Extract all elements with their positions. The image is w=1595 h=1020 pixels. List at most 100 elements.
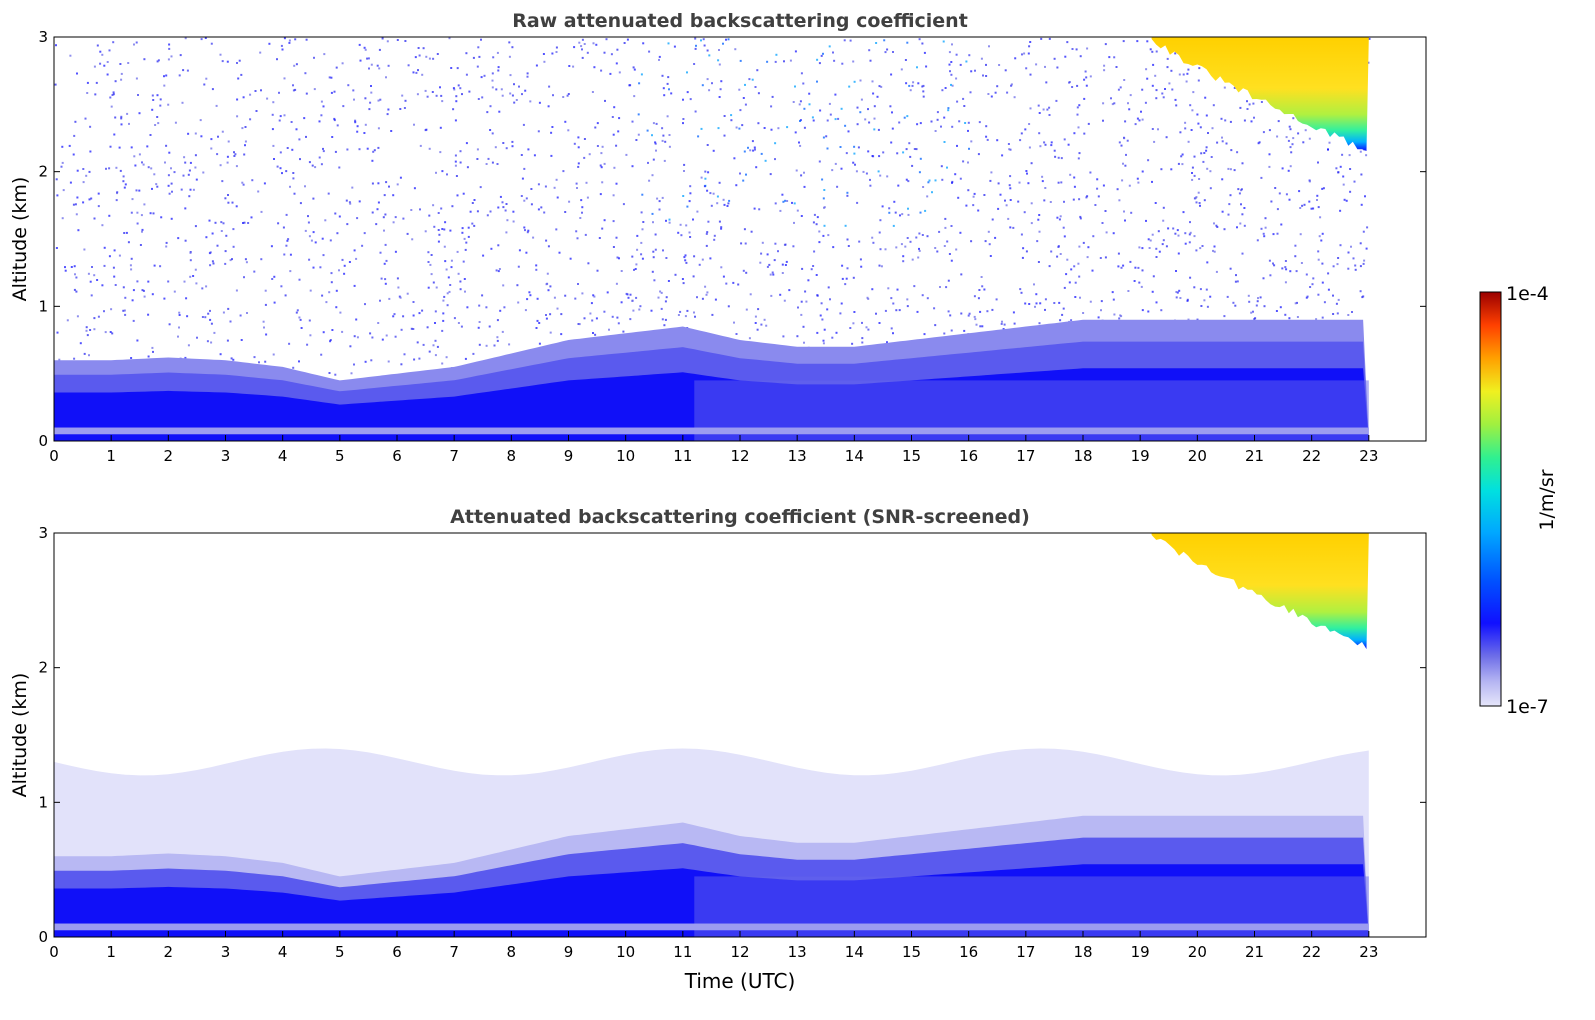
- noise-dot: [732, 281, 735, 284]
- noise-dot: [61, 217, 64, 220]
- noise-dot: [468, 90, 471, 93]
- noise-dot: [211, 232, 214, 235]
- noise-dot: [682, 282, 685, 285]
- noise-dot: [936, 250, 939, 253]
- noise-dot: [523, 167, 526, 170]
- noise-dot: [1274, 187, 1277, 189]
- noise-dot: [124, 183, 127, 186]
- noise-dot: [226, 161, 229, 164]
- noise-dot: [1273, 264, 1276, 267]
- noise-dot: [134, 164, 137, 167]
- noise-dot: [1186, 72, 1189, 75]
- noise-dot: [803, 126, 806, 129]
- noise-dot: [744, 242, 747, 245]
- noise-dot: [679, 310, 682, 313]
- noise-dot: [652, 256, 655, 259]
- noise-dot: [1281, 267, 1284, 270]
- noise-dot: [1179, 297, 1182, 299]
- noise-dot: [1130, 211, 1133, 214]
- noise-dot: [99, 62, 102, 65]
- noise-dot: [518, 249, 521, 252]
- noise-dot: [894, 211, 897, 214]
- noise-dot: [1312, 277, 1315, 280]
- noise-dot: [1054, 155, 1057, 158]
- noise-dot: [871, 80, 874, 83]
- noise-dot: [603, 51, 606, 54]
- noise-dot: [194, 268, 197, 271]
- noise-dot: [232, 245, 235, 248]
- noise-dot: [1076, 84, 1079, 87]
- noise-dot: [404, 99, 407, 102]
- noise-dot: [110, 105, 113, 108]
- noise-dot: [738, 88, 741, 91]
- noise-dot: [1180, 155, 1183, 158]
- noise-dot: [1050, 141, 1053, 144]
- noise-dot: [292, 172, 295, 174]
- noise-dot: [1197, 122, 1200, 125]
- noise-dot: [633, 268, 635, 271]
- noise-dot: [1104, 256, 1107, 259]
- noise-dot: [957, 196, 960, 199]
- noise-dot: [535, 264, 538, 267]
- noise-dot: [523, 199, 526, 202]
- noise-dot: [55, 247, 58, 249]
- noise-dot: [1272, 233, 1275, 236]
- noise-dot: [945, 286, 948, 289]
- noise-dot: [1321, 281, 1324, 284]
- noise-dot: [1158, 250, 1161, 253]
- noise-dot: [379, 98, 382, 101]
- noise-dot: [323, 53, 326, 56]
- noise-dot: [421, 73, 424, 76]
- noise-dot: [610, 53, 613, 56]
- x-tick-label: 20: [1188, 943, 1207, 961]
- noise-dot: [1213, 250, 1216, 253]
- noise-dot: [703, 44, 706, 47]
- noise-dot: [789, 59, 792, 62]
- noise-dot: [1111, 291, 1114, 294]
- noise-dot: [994, 91, 997, 94]
- noise-dot: [488, 325, 491, 328]
- noise-dot: [1359, 242, 1362, 245]
- noise-dot: [131, 198, 134, 201]
- noise-dot: [400, 363, 403, 366]
- noise-dot: [1082, 241, 1085, 244]
- noise-dot: [433, 225, 436, 228]
- noise-dot: [859, 258, 862, 261]
- noise-dot: [346, 223, 349, 226]
- noise-dot: [1073, 265, 1076, 268]
- noise-dot: [1086, 195, 1089, 198]
- noise-dot: [986, 138, 989, 141]
- noise-dot: [482, 254, 485, 257]
- noise-dot: [601, 181, 604, 184]
- noise-dot: [1243, 119, 1246, 122]
- noise-dot: [618, 257, 620, 260]
- noise-dot: [457, 272, 460, 275]
- noise-dot: [1184, 127, 1187, 130]
- noise-dot: [873, 117, 876, 120]
- noise-dot: [823, 189, 826, 191]
- noise-dot: [694, 315, 696, 318]
- noise-dot: [704, 285, 707, 288]
- noise-dot: [982, 74, 984, 77]
- noise-dot: [606, 291, 609, 294]
- noise-dot: [983, 194, 986, 196]
- noise-dot: [364, 48, 367, 51]
- noise-dot: [936, 118, 939, 121]
- noise-dot: [1241, 162, 1244, 165]
- noise-dot: [141, 228, 144, 231]
- noise-dot: [1304, 129, 1307, 132]
- noise-dot: [1257, 297, 1259, 300]
- noise-dot: [464, 248, 467, 251]
- noise-dot: [1310, 207, 1313, 210]
- noise-dot: [902, 151, 905, 154]
- noise-dot: [1247, 294, 1250, 297]
- noise-dot: [74, 203, 77, 206]
- noise-dot: [364, 303, 366, 306]
- noise-dot: [603, 162, 606, 165]
- noise-dot: [309, 289, 312, 292]
- noise-dot: [1096, 178, 1099, 181]
- noise-dot: [1263, 305, 1266, 308]
- noise-dot: [974, 318, 977, 321]
- noise-dot: [802, 325, 805, 328]
- noise-dot: [324, 219, 327, 222]
